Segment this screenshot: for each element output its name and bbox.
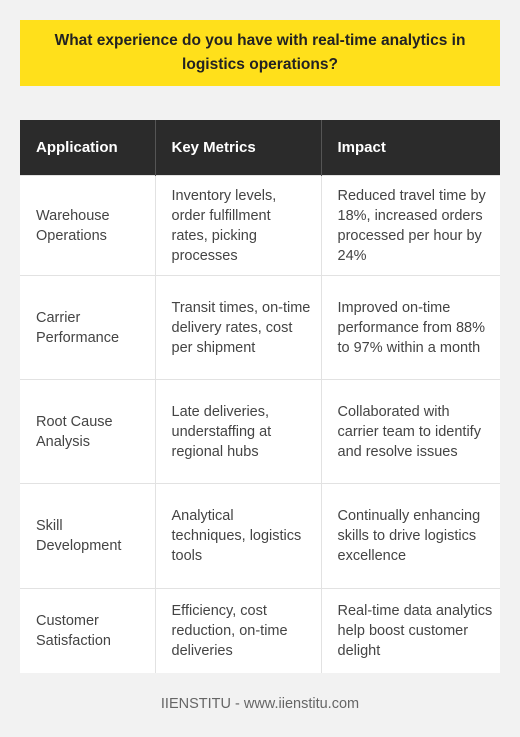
cell-key-metrics: Transit times, on-time delivery rates, c…: [155, 275, 322, 380]
title-banner: What experience do you have with real-ti…: [20, 20, 500, 86]
column-header-application: Application: [20, 120, 156, 176]
cell-impact: Continually enhancing skills to drive lo…: [321, 483, 500, 589]
table-row: Root Cause Analysis Late deliveries, und…: [20, 379, 500, 484]
column-header-impact: Impact: [321, 120, 500, 176]
table-row: Skill Development Analytical techniques,…: [20, 483, 500, 589]
cell-key-metrics: Analytical techniques, logistics tools: [155, 483, 322, 589]
cell-application: Carrier Performance: [20, 275, 156, 380]
table-row: Carrier Performance Transit times, on-ti…: [20, 275, 500, 380]
cell-key-metrics: Efficiency, cost reduction, on-time deli…: [155, 588, 322, 673]
cell-key-metrics: Inventory levels, order fulfillment rate…: [155, 175, 322, 276]
cell-impact: Reduced travel time by 18%, increased or…: [321, 175, 500, 276]
cell-application: Customer Satisfaction: [20, 588, 156, 673]
column-header-key-metrics: Key Metrics: [155, 120, 322, 176]
cell-application: Root Cause Analysis: [20, 379, 156, 484]
analytics-table: Application Key Metrics Impact Warehouse…: [20, 120, 500, 673]
cell-impact: Real-time data analytics help boost cust…: [321, 588, 500, 673]
table-header-row: Application Key Metrics Impact: [20, 120, 500, 176]
cell-application: Skill Development: [20, 483, 156, 589]
footer-credit: IIENSTITU - www.iienstitu.com: [160, 696, 360, 712]
cell-impact: Collaborated with carrier team to identi…: [321, 379, 500, 484]
cell-impact: Improved on-time performance from 88% to…: [321, 275, 500, 380]
table-row: Customer Satisfaction Efficiency, cost r…: [20, 588, 500, 673]
table-row: Warehouse Operations Inventory levels, o…: [20, 175, 500, 276]
page-title: What experience do you have with real-ti…: [54, 32, 466, 73]
cell-application: Warehouse Operations: [20, 175, 156, 276]
cell-key-metrics: Late deliveries, understaffing at region…: [155, 379, 322, 484]
